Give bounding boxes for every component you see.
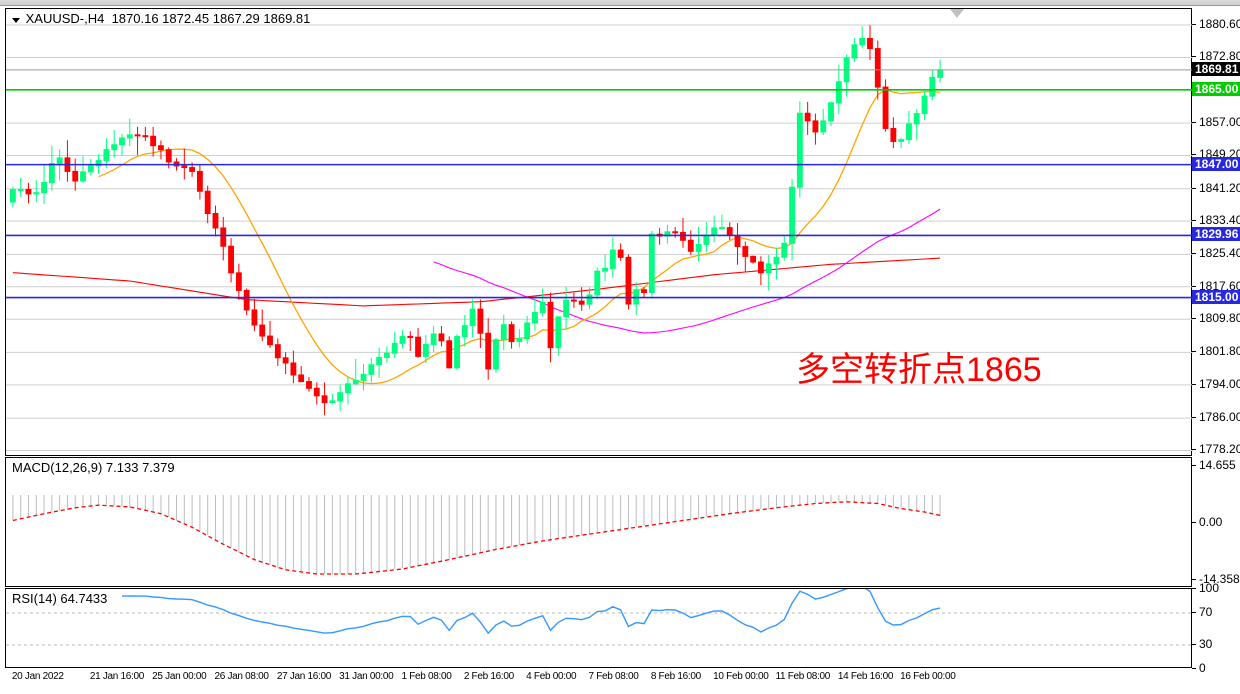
svg-text:多空转折点1865: 多空转折点1865 — [796, 351, 1042, 389]
